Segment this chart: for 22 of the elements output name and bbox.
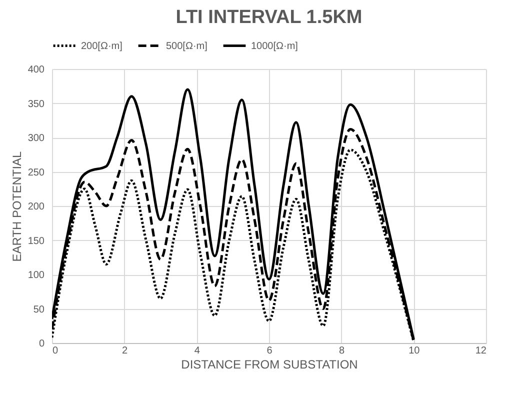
legend-label: 200[Ω·m] bbox=[81, 40, 123, 52]
x-tick-label: 10 bbox=[408, 346, 420, 356]
chart-title: LTI INTERVAL 1.5KM bbox=[176, 7, 362, 28]
y-tick-label: 50 bbox=[33, 304, 45, 316]
y-tick-label: 300 bbox=[28, 133, 45, 144]
x-tick-label: 8 bbox=[339, 346, 346, 356]
y-tick-label: 0 bbox=[38, 338, 45, 350]
x-tick-label: 12 bbox=[475, 346, 487, 356]
y-tick-label: 250 bbox=[28, 167, 45, 178]
x-axis-title: DISTANCE FROM SUBSTATION bbox=[181, 358, 358, 372]
x-tick-label: 4 bbox=[194, 346, 200, 356]
legend-label: 500[Ω·m] bbox=[166, 40, 208, 52]
y-tick-label: 100 bbox=[28, 270, 45, 281]
x-tick-label: 6 bbox=[266, 346, 273, 356]
y-tick-label: 200 bbox=[28, 202, 45, 212]
y-tick-label: 350 bbox=[28, 98, 45, 110]
y-tick-label: 400 bbox=[28, 64, 45, 76]
legend-label: 1000[Ω·m] bbox=[251, 40, 298, 52]
x-tick-label: 0 bbox=[52, 346, 58, 356]
y-tick-label: 150 bbox=[28, 236, 45, 247]
x-tick-label: 2 bbox=[122, 346, 128, 356]
y-axis-title: EARTH POTENTIAL bbox=[10, 150, 24, 262]
